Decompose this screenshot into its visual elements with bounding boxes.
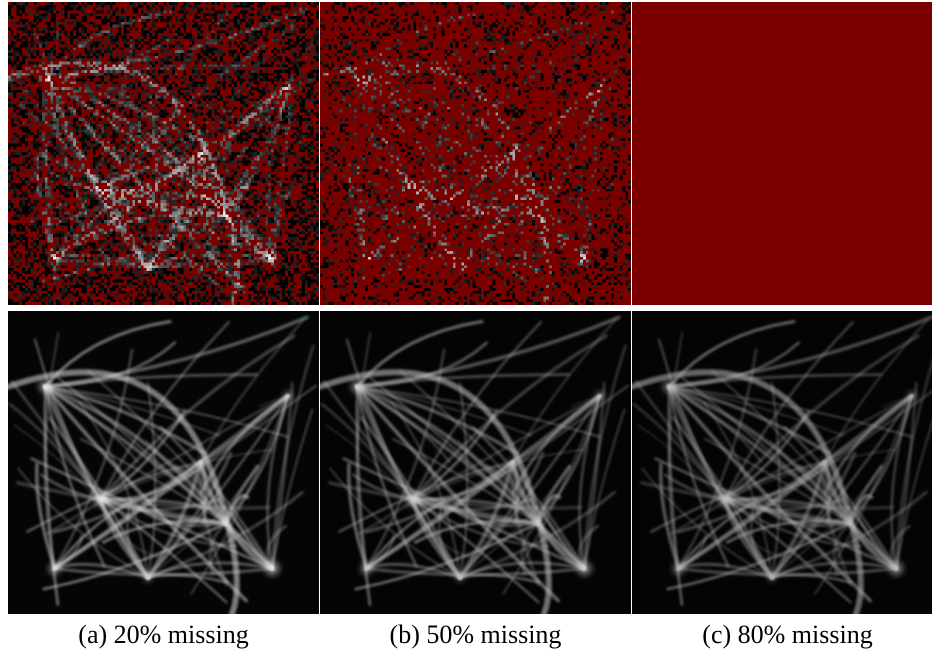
masked-image-b <box>320 2 631 305</box>
masked-image-c <box>632 2 932 305</box>
reconstructed-image-c <box>632 311 932 614</box>
masked-input-panel-b <box>320 2 631 305</box>
reconstruction-panel-c <box>632 311 932 614</box>
reconstructed-image-a <box>8 311 319 614</box>
reconstruction-panel-b <box>320 311 631 614</box>
caption-b: (b) 50% missing <box>320 620 631 650</box>
masked-input-panel-a <box>8 2 319 305</box>
masked-image-a <box>8 2 319 305</box>
reconstructed-image-b <box>320 311 631 614</box>
caption-a: (a) 20% missing <box>8 620 319 650</box>
masked-input-panel-c <box>632 2 932 305</box>
caption-c: (c) 80% missing <box>632 620 932 650</box>
reconstruction-panel-a <box>8 311 319 614</box>
